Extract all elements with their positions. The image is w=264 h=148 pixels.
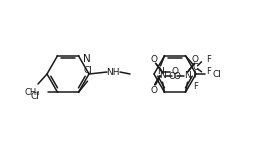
Text: N: N <box>159 71 166 80</box>
Text: O: O <box>169 72 176 81</box>
Text: NH: NH <box>106 67 120 77</box>
Text: F: F <box>193 82 198 91</box>
Text: O: O <box>151 86 158 95</box>
Text: O: O <box>174 72 181 81</box>
Text: CH₃: CH₃ <box>24 88 40 97</box>
Text: Cl: Cl <box>213 70 222 78</box>
Text: C: C <box>192 63 199 72</box>
Text: Cl: Cl <box>83 66 92 75</box>
Text: O: O <box>192 55 199 64</box>
Text: O: O <box>172 67 179 76</box>
Text: O: O <box>151 55 158 64</box>
Text: N: N <box>157 67 164 76</box>
Text: N: N <box>184 71 191 80</box>
Text: N: N <box>83 54 91 64</box>
Text: F: F <box>206 67 211 76</box>
Text: F: F <box>206 55 211 64</box>
Text: Cl: Cl <box>31 92 39 101</box>
